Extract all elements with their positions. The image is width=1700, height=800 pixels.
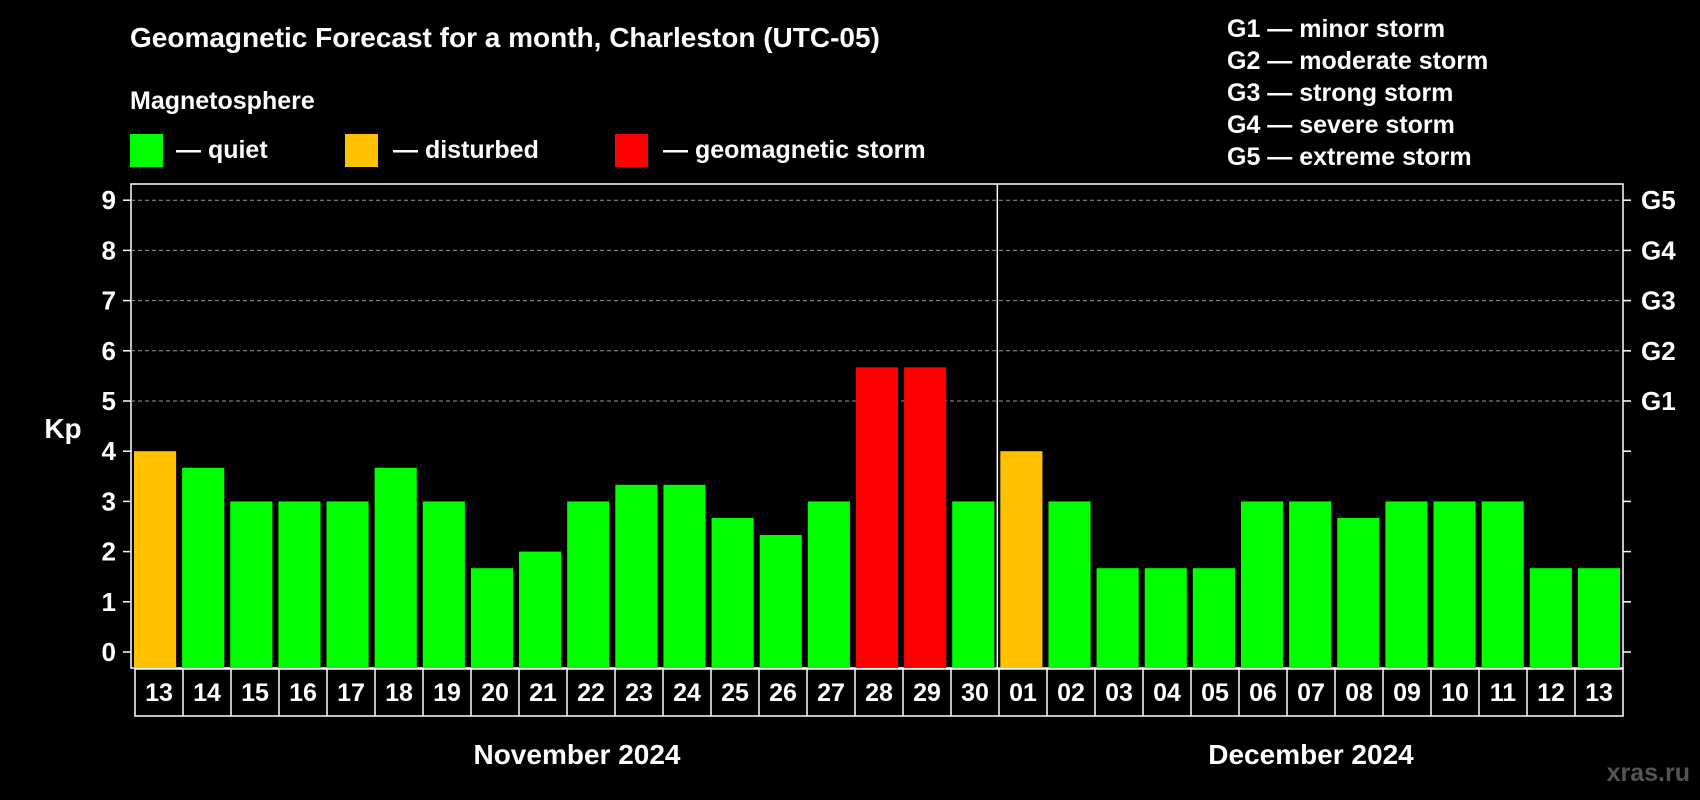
bar-14 [759,535,802,668]
y-tick-label-3: 3 [102,486,116,516]
bar-20 [1048,501,1091,668]
bar-13 [711,517,754,668]
bar-3 [230,501,273,668]
day-label-11: 23 [625,679,653,707]
day-label-13: 25 [721,679,749,707]
g-tick-label-G1: G1 [1641,386,1676,416]
bar-12 [663,484,706,668]
legend-swatch-storm [615,134,648,167]
bar-23 [1192,568,1235,668]
day-label-8: 20 [481,679,509,707]
bar-25 [1289,501,1332,668]
storm-scale-g3: G3 — strong storm [1227,79,1453,107]
bar-26 [1337,517,1380,668]
chart-subtitle: Magnetosphere [130,87,315,115]
storm-scale-g1: G1 — minor storm [1227,15,1445,43]
y-tick-label-9: 9 [102,185,116,215]
storm-scale-g5: G5 — extreme storm [1227,143,1472,171]
day-label-23: 05 [1201,679,1229,707]
bar-27 [1385,501,1428,668]
legend-label-quiet: — quiet [176,136,268,164]
bar-21 [1096,568,1139,668]
day-label-10: 22 [577,679,605,707]
bar-22 [1144,568,1187,668]
storm-scale-legend: G1 — minor storm G2 — moderate storm G3 … [1227,15,1488,171]
y-axis-label: Kp [44,413,81,444]
day-label-1: 13 [145,679,173,707]
bar-17 [904,367,947,668]
day-label-27: 09 [1393,679,1421,707]
g-tick-label-G3: G3 [1641,286,1676,316]
month-label-december: December 2024 [1208,739,1414,770]
y-tick-label-2: 2 [102,537,116,567]
day-label-22: 04 [1153,679,1181,707]
day-label-16: 28 [865,679,893,707]
y-tick-label-4: 4 [102,436,117,466]
bar-28 [1433,501,1476,668]
y-tick-label-7: 7 [102,286,116,316]
y-tick-label-5: 5 [102,386,116,416]
day-label-4: 16 [289,679,317,707]
day-label-18: 30 [961,679,989,707]
day-label-17: 29 [913,679,941,707]
legend-swatch-quiet [130,134,163,167]
bar-10 [567,501,610,668]
bar-4 [278,501,321,668]
g-tick-label-G5: G5 [1641,185,1676,215]
bar-8 [470,568,514,668]
month-label-november: November 2024 [473,739,680,770]
chart-title: Geomagnetic Forecast for a month, Charle… [130,22,880,53]
bar-29 [1481,501,1524,668]
day-label-12: 24 [673,679,701,707]
bar-7 [422,501,465,668]
y-tick-label-8: 8 [102,235,116,265]
storm-scale-g4: G4 — severe storm [1227,111,1455,139]
day-label-6: 18 [385,679,413,707]
bar-31 [1577,568,1620,668]
g-tick-label-G2: G2 [1641,336,1676,366]
day-label-28: 10 [1441,679,1469,707]
day-label-14: 26 [769,679,797,707]
day-label-25: 07 [1297,679,1325,707]
bar-16 [855,367,899,668]
day-label-2: 14 [193,679,221,707]
bar-18 [952,501,995,668]
legend-label-disturbed: — disturbed [393,136,539,164]
legend-swatch-disturbed [345,134,378,167]
legend-label-storm: — geomagnetic storm [663,136,926,164]
y-tick-label-1: 1 [102,587,116,617]
bar-6 [374,467,417,668]
day-label-26: 08 [1345,679,1373,707]
day-label-3: 15 [241,679,269,707]
day-label-29: 11 [1490,679,1517,707]
bar-24 [1240,501,1284,668]
day-strip-frame [134,668,1624,717]
day-label-15: 27 [817,679,845,707]
day-label-24: 06 [1249,679,1277,707]
day-label-9: 21 [529,679,557,707]
bar-5 [326,501,369,668]
storm-scale-g2: G2 — moderate storm [1227,47,1488,75]
bar-1 [134,451,177,668]
day-label-5: 17 [337,679,365,707]
y-tick-label-0: 0 [102,637,116,667]
day-label-21: 03 [1105,679,1133,707]
watermark: xras.ru [1607,759,1690,787]
bar-15 [807,501,850,668]
bar-11 [615,484,658,668]
y-tick-label-6: 6 [102,336,116,366]
day-label-19: 01 [1009,679,1037,707]
bar-19 [1000,451,1043,668]
day-label-20: 02 [1057,679,1085,707]
g-tick-label-G4: G4 [1641,235,1676,265]
bar-30 [1529,568,1572,668]
legend: — quiet — disturbed — geomagnetic storm [130,134,926,167]
day-label-7: 19 [433,679,461,707]
bar-9 [519,551,562,668]
bar-2 [182,467,225,668]
day-label-30: 12 [1537,679,1565,707]
day-label-31: 13 [1585,679,1613,707]
